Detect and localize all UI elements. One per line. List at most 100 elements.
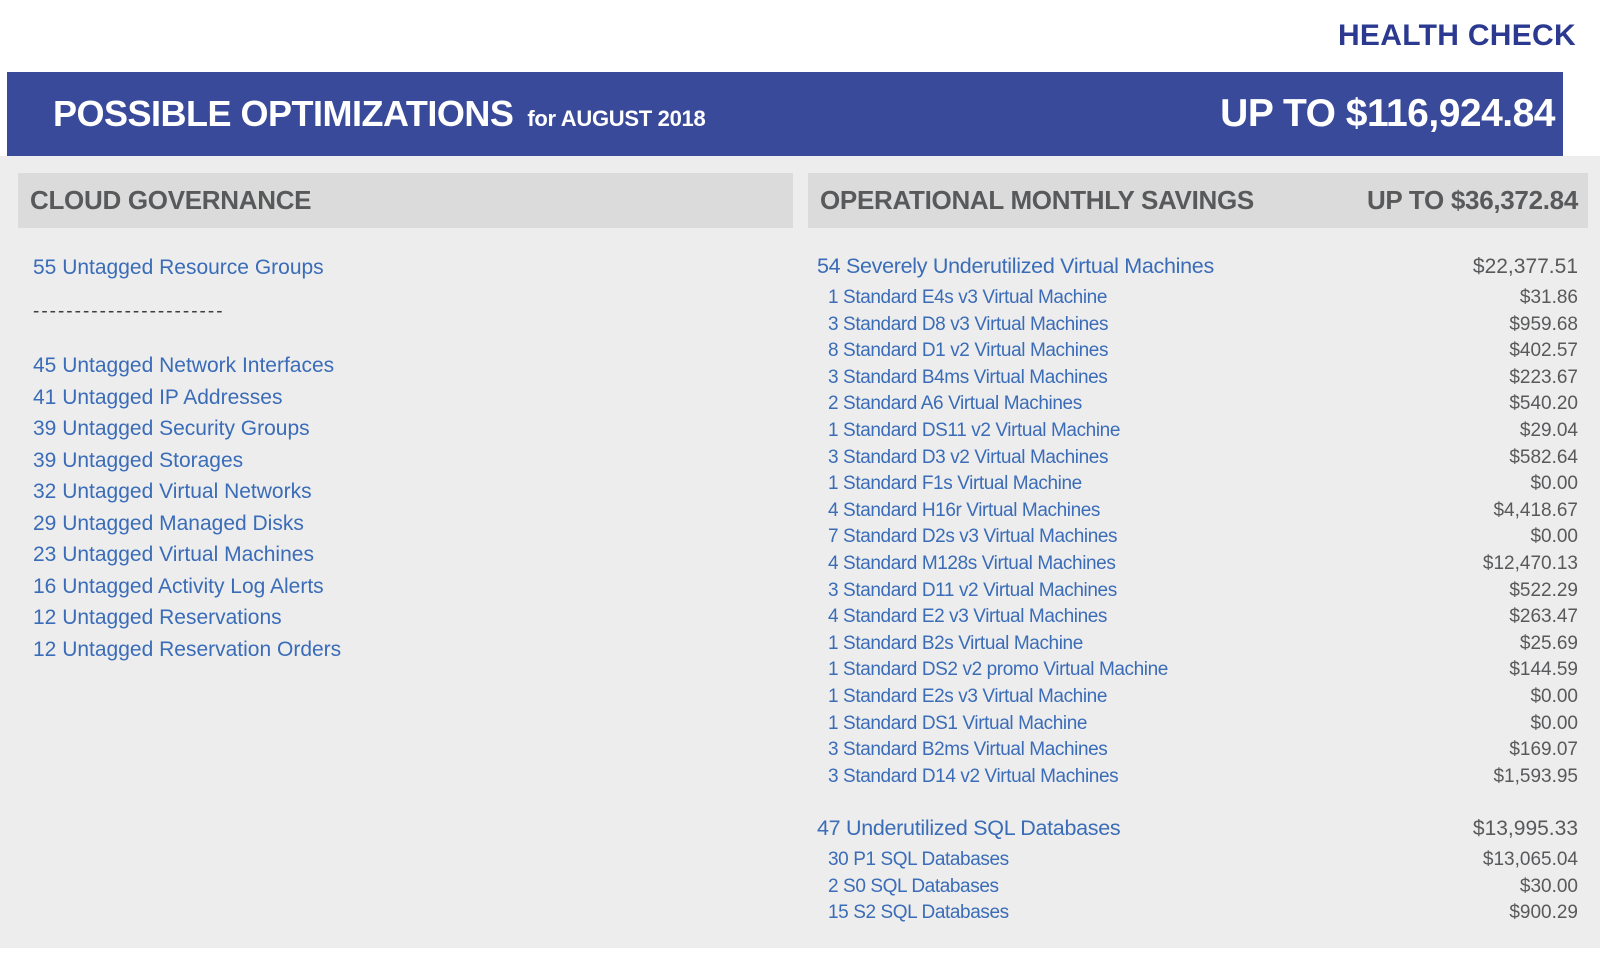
item-amount: $12,470.13 <box>1482 552 1578 574</box>
savings-item-row: 1 Standard DS11 v2 Virtual Machine $29.0… <box>808 418 1588 445</box>
group-amount: $13,995.33 <box>1472 817 1578 841</box>
item-amount: $31.86 <box>1519 287 1578 308</box>
savings-groups: 54 Severely Underutilized Virtual Machin… <box>808 250 1588 927</box>
savings-group-vms: 54 Severely Underutilized Virtual Machin… <box>808 250 1588 790</box>
savings-item-row: 2 Standard A6 Virtual Machines $540.20 <box>808 391 1588 418</box>
banner-total-savings: UP TO $116,924.84 <box>1220 92 1555 135</box>
item-label-link[interactable]: 15 S2 SQL Databases <box>828 902 1009 924</box>
item-label-link[interactable]: 8 Standard D1 v2 Virtual Machines <box>828 340 1109 362</box>
item-label-link[interactable]: 1 Standard F1s Virtual Machine <box>828 473 1082 495</box>
governance-item-link[interactable]: 39 Untagged Security Groups <box>33 417 310 440</box>
item-label-link[interactable]: 4 Standard M128s Virtual Machines <box>828 552 1116 574</box>
governance-item-link[interactable]: 32 Untagged Virtual Networks <box>33 480 312 503</box>
item-label-link[interactable]: 1 Standard DS1 Virtual Machine <box>828 712 1088 734</box>
banner-title-group: POSSIBLE OPTIMIZATIONS for AUGUST 2018 <box>53 93 706 135</box>
item-amount: $263.47 <box>1509 606 1578 628</box>
governance-items: 45 Untagged Network Interfaces 41 Untagg… <box>33 350 793 665</box>
item-label-link[interactable]: 4 Standard E2 v3 Virtual Machines <box>828 606 1108 628</box>
savings-item-row: 3 Standard B4ms Virtual Machines $223.67 <box>808 365 1588 392</box>
item-label-link[interactable]: 2 Standard A6 Virtual Machines <box>828 393 1082 415</box>
savings-item-row: 7 Standard D2s v3 Virtual Machines $0.00 <box>808 524 1588 551</box>
savings-item-row: 3 Standard D3 v2 Virtual Machines $582.6… <box>808 445 1588 472</box>
savings-item-row: 3 Standard D14 v2 Virtual Machines $1,59… <box>808 764 1588 791</box>
item-amount: $900.29 <box>1509 902 1578 924</box>
report-body: CLOUD GOVERNANCE 55 Untagged Resource Gr… <box>0 156 1600 948</box>
item-amount: $402.57 <box>1509 340 1578 362</box>
savings-item-row: 3 Standard D8 v3 Virtual Machines $959.6… <box>808 312 1588 339</box>
item-label-link[interactable]: 3 Standard D11 v2 Virtual Machines <box>828 579 1117 601</box>
item-label-link[interactable]: 30 P1 SQL Databases <box>828 849 1009 871</box>
item-label-link[interactable]: 1 Standard DS2 v2 promo Virtual Machine <box>828 659 1168 681</box>
savings-item-row: 2 S0 SQL Databases $30.00 <box>808 874 1588 901</box>
group-label-link[interactable]: 54 Severely Underutilized Virtual Machin… <box>817 254 1214 278</box>
governance-item-link[interactable]: 39 Untagged Storages <box>33 448 244 472</box>
item-label-link[interactable]: 3 Standard B2ms Virtual Machines <box>828 739 1108 761</box>
savings-item-row: 1 Standard DS1 Virtual Machine $0.00 <box>808 711 1588 738</box>
savings-item-row: 8 Standard D1 v2 Virtual Machines $402.5… <box>808 338 1588 365</box>
item-label-link[interactable]: 3 Standard D8 v3 Virtual Machines <box>828 313 1109 335</box>
item-amount: $29.04 <box>1519 419 1578 441</box>
savings-group-row: 47 Underutilized SQL Databases $13,995.3… <box>808 812 1588 845</box>
governance-item-link[interactable]: 12 Untagged Reservations <box>33 606 282 629</box>
item-label-link[interactable]: 4 Standard H16r Virtual Machines <box>828 499 1101 521</box>
governance-item-link[interactable]: 55 Untagged Resource Groups <box>33 256 324 279</box>
banner-period: for AUGUST 2018 <box>527 106 706 131</box>
item-amount: $144.59 <box>1509 659 1578 681</box>
savings-item-row: 4 Standard H16r Virtual Machines $4,418.… <box>808 498 1588 525</box>
item-label-link[interactable]: 3 Standard D3 v2 Virtual Machines <box>828 446 1109 468</box>
governance-item-link[interactable]: 45 Untagged Network Interfaces <box>33 354 335 377</box>
savings-item-row: 3 Standard B2ms Virtual Machines $169.07 <box>808 737 1588 764</box>
savings-item-row: 3 Standard D11 v2 Virtual Machines $522.… <box>808 578 1588 605</box>
item-amount: $522.29 <box>1509 579 1578 601</box>
operational-savings-title: OPERATIONAL MONTHLY SAVINGS <box>820 185 1254 215</box>
item-amount: $30.00 <box>1519 875 1578 897</box>
savings-item-row: 1 Standard B2s Virtual Machine $25.69 <box>808 631 1588 658</box>
item-label-link[interactable]: 1 Standard E2s v3 Virtual Machine <box>828 685 1108 707</box>
savings-group-row: 54 Severely Underutilized Virtual Machin… <box>808 250 1588 283</box>
savings-item-row: 1 Standard E4s v3 Virtual Machine $31.86 <box>808 285 1588 312</box>
savings-group-sql: 47 Underutilized SQL Databases $13,995.3… <box>808 812 1588 927</box>
item-label-link[interactable]: 3 Standard D14 v2 Virtual Machines <box>828 765 1119 787</box>
item-label-link[interactable]: 1 Standard E4s v3 Virtual Machine <box>828 287 1108 308</box>
savings-item-row: 15 S2 SQL Databases $900.29 <box>808 900 1588 927</box>
savings-items: 30 P1 SQL Databases $13,065.04 2 S0 SQL … <box>808 847 1588 927</box>
item-amount: $223.67 <box>1509 366 1578 388</box>
group-label-link[interactable]: 47 Underutilized SQL Databases <box>817 816 1121 841</box>
item-label-link[interactable]: 7 Standard D2s v3 Virtual Machines <box>828 526 1118 548</box>
item-amount: $540.20 <box>1509 393 1578 415</box>
governance-item-link[interactable]: 41 Untagged IP Addresses <box>33 385 283 409</box>
savings-item-row: 4 Standard M128s Virtual Machines $12,47… <box>808 551 1588 578</box>
item-amount: $13,065.04 <box>1482 849 1578 871</box>
item-label-link[interactable]: 2 S0 SQL Databases <box>828 875 999 897</box>
governance-item-link[interactable]: 23 Untagged Virtual Machines <box>33 543 314 566</box>
operational-savings-total: UP TO $36,372.84 <box>1366 185 1578 215</box>
item-amount: $0.00 <box>1530 685 1578 707</box>
operational-savings-panel: OPERATIONAL MONTHLY SAVINGS UP TO $36,37… <box>808 173 1588 949</box>
cloud-governance-panel: CLOUD GOVERNANCE 55 Untagged Resource Gr… <box>18 173 793 665</box>
item-amount: $25.69 <box>1519 632 1578 654</box>
cloud-governance-header: CLOUD GOVERNANCE <box>18 173 793 228</box>
item-label-link[interactable]: 3 Standard B4ms Virtual Machines <box>828 366 1108 388</box>
governance-item-link[interactable]: 12 Untagged Reservation Orders <box>33 637 342 661</box>
governance-divider: ----------------------- <box>33 301 225 322</box>
operational-savings-header: OPERATIONAL MONTHLY SAVINGS UP TO $36,37… <box>808 173 1588 228</box>
item-amount: $1,593.95 <box>1493 765 1578 787</box>
savings-item-row: 1 Standard F1s Virtual Machine $0.00 <box>808 471 1588 498</box>
banner-title: POSSIBLE OPTIMIZATIONS <box>53 93 514 134</box>
governance-item-link[interactable]: 16 Untagged Activity Log Alerts <box>33 574 324 598</box>
item-amount: $0.00 <box>1530 712 1578 734</box>
group-amount: $22,377.51 <box>1472 255 1578 278</box>
item-amount: $169.07 <box>1509 739 1578 761</box>
item-amount: $959.68 <box>1509 313 1578 335</box>
cloud-governance-list: 55 Untagged Resource Groups ------------… <box>18 252 793 665</box>
savings-item-row: 1 Standard DS2 v2 promo Virtual Machine … <box>808 657 1588 684</box>
top-bar: HEALTH CHECK <box>0 0 1600 72</box>
cloud-governance-title: CLOUD GOVERNANCE <box>30 185 312 215</box>
item-label-link[interactable]: 1 Standard DS11 v2 Virtual Machine <box>828 419 1120 441</box>
savings-items: 1 Standard E4s v3 Virtual Machine $31.86… <box>808 285 1588 790</box>
item-amount: $0.00 <box>1530 526 1578 548</box>
governance-item-link[interactable]: 29 Untagged Managed Disks <box>33 511 304 535</box>
item-amount: $582.64 <box>1509 446 1578 468</box>
item-label-link[interactable]: 1 Standard B2s Virtual Machine <box>828 632 1083 654</box>
optimizations-banner: POSSIBLE OPTIMIZATIONS for AUGUST 2018 U… <box>7 72 1563 156</box>
